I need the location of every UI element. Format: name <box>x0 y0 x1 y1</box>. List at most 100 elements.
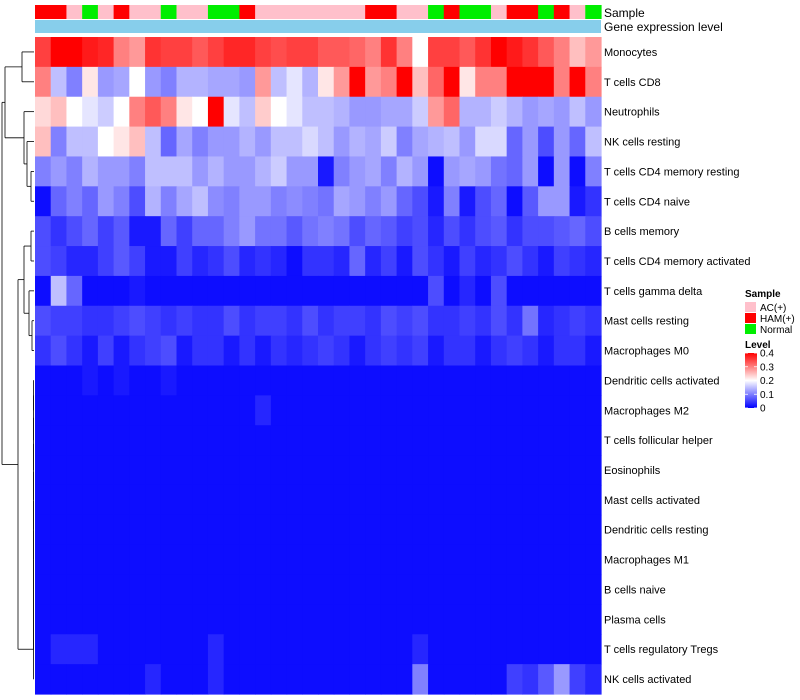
heatmap-cell <box>129 425 146 456</box>
heatmap-cell <box>459 156 476 187</box>
sample-annotation-cell <box>270 5 288 19</box>
heatmap-cell <box>522 305 539 337</box>
heatmap-cell <box>443 96 461 128</box>
heatmap-cell <box>333 634 351 665</box>
heatmap-cell <box>333 216 351 247</box>
heatmap-cell <box>412 96 429 128</box>
sample-annotation-cell <box>176 5 193 19</box>
heatmap-cell <box>380 425 398 456</box>
heatmap-cell <box>97 66 115 98</box>
heatmap-cell <box>490 514 508 546</box>
heatmap-cell <box>522 126 539 158</box>
heatmap-cell <box>192 425 209 456</box>
heatmap-cell <box>35 574 52 606</box>
heatmap-cell <box>553 544 571 576</box>
heatmap-cell <box>286 455 303 486</box>
heatmap-cell <box>475 395 492 426</box>
heatmap-cell <box>443 664 461 695</box>
heatmap-cell <box>160 335 178 367</box>
heatmap-cell <box>286 96 303 128</box>
heatmap-cell <box>176 395 193 426</box>
heatmap-cell <box>318 544 335 576</box>
heatmap-cell <box>318 395 335 426</box>
heatmap-cell <box>428 37 445 68</box>
heatmap-cell <box>490 664 508 695</box>
heatmap-cell <box>66 544 83 576</box>
heatmap-cell <box>459 574 476 606</box>
row-label: B cells memory <box>604 226 680 238</box>
heatmap-cell <box>223 514 240 546</box>
heatmap-cells <box>35 37 602 695</box>
heatmap-cell <box>443 126 461 158</box>
heatmap-cell <box>506 216 523 247</box>
heatmap-cell <box>349 37 366 68</box>
heatmap-cell <box>50 395 68 426</box>
heatmap-cell <box>459 455 476 486</box>
heatmap-cell <box>255 395 272 426</box>
heatmap-cell <box>428 246 445 277</box>
level-tick-label: 0 <box>760 404 766 415</box>
heatmap-cell <box>318 425 335 456</box>
row-label: Macrophages M1 <box>604 555 689 567</box>
heatmap-cell <box>396 335 413 367</box>
heatmap-cell <box>475 186 492 217</box>
heatmap-cell <box>459 425 476 456</box>
heatmap-cell <box>412 275 429 307</box>
heatmap-cell <box>396 305 413 337</box>
level-tick-label: 0.4 <box>760 349 774 360</box>
heatmap-cell <box>365 156 382 187</box>
heatmap-cell <box>475 455 492 486</box>
heatmap-cell <box>113 216 130 247</box>
heatmap-cell <box>35 604 52 635</box>
heatmap-cell <box>428 126 445 158</box>
heatmap-cell <box>145 514 162 546</box>
sample-annotation-cell <box>475 5 492 19</box>
heatmap-cell <box>176 664 193 695</box>
row-label: T cells gamma delta <box>604 286 703 298</box>
heatmap-cell <box>428 395 445 426</box>
heatmap-cell <box>50 544 68 576</box>
heatmap-cell <box>585 66 602 98</box>
heatmap-cell <box>349 246 366 277</box>
row-label: T cells CD4 memory resting <box>604 166 740 178</box>
heatmap-cell <box>207 544 225 576</box>
heatmap-cell <box>145 574 162 606</box>
heatmap-cell <box>50 455 68 486</box>
level-legend-ticks: 0.4 0.3 0.2 0.1 0 <box>745 349 774 415</box>
heatmap-cell <box>97 484 115 516</box>
sample-legend-swatch <box>745 324 756 334</box>
level-tick-label: 0.3 <box>760 362 774 373</box>
heatmap-cell <box>160 634 178 665</box>
heatmap-cell <box>585 305 602 337</box>
heatmap-cell <box>192 186 209 217</box>
heatmap-cell <box>270 305 288 337</box>
heatmap-cell <box>380 634 398 665</box>
heatmap-cell <box>569 634 586 665</box>
heatmap-cell <box>396 425 413 456</box>
heatmap-cell <box>223 305 240 337</box>
heatmap-cell <box>239 425 256 456</box>
heatmap-cell <box>50 425 68 456</box>
heatmap-cell <box>35 484 52 516</box>
heatmap-cell <box>569 574 586 606</box>
heatmap-cell <box>506 634 523 665</box>
heatmap-cell <box>538 664 555 695</box>
heatmap-cell <box>443 574 461 606</box>
heatmap-cell <box>50 186 68 217</box>
heatmap-cell <box>522 66 539 98</box>
heatmap-cell <box>176 96 193 128</box>
heatmap-cell <box>302 544 319 576</box>
sample-annotation-cell <box>365 5 382 19</box>
heatmap-cell <box>506 37 523 68</box>
heatmap-cell <box>506 395 523 426</box>
heatmap-cell <box>538 425 555 456</box>
heatmap-cell <box>82 455 99 486</box>
heatmap-cell <box>396 37 413 68</box>
heatmap-cell <box>585 455 602 486</box>
heatmap-cell <box>286 305 303 337</box>
heatmap-cell <box>255 246 272 277</box>
heatmap-cell <box>207 395 225 426</box>
heatmap-cell <box>428 275 445 307</box>
sample-annotation-cell <box>443 5 461 19</box>
heatmap-cell <box>349 275 366 307</box>
